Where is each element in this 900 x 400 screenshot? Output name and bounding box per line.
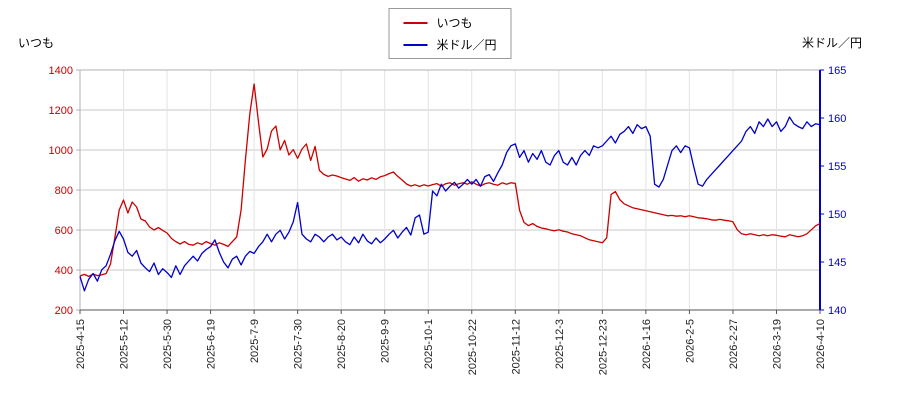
x-tick-label: 2025-5-12 bbox=[119, 319, 131, 369]
x-tick-label: 2025-4-15 bbox=[75, 319, 87, 369]
x-tick-label: 2025-10-1 bbox=[423, 319, 435, 369]
legend-line-blue-icon bbox=[403, 43, 428, 46]
legend-item-itsumo: いつも bbox=[403, 14, 496, 31]
x-tick-label: 2025-9-9 bbox=[380, 319, 392, 363]
legend-label-itsumo: いつも bbox=[436, 16, 473, 30]
right-tick-label: 155 bbox=[828, 161, 846, 173]
x-tick-label: 2025-7-30 bbox=[293, 319, 305, 369]
x-tick-label: 2026-4-10 bbox=[815, 319, 827, 369]
x-tick-label: 2025-11-12 bbox=[510, 319, 522, 374]
x-tick-label: 2026-2-27 bbox=[728, 319, 740, 369]
series-line-itsumo bbox=[79, 83, 821, 278]
right-tick-label: 165 bbox=[828, 65, 846, 77]
left-tick-label: 800 bbox=[55, 185, 73, 197]
x-tick-label: 2026-1-16 bbox=[641, 319, 653, 369]
series-line-usdjpy bbox=[79, 116, 821, 292]
legend-item-usdjpy: 米ドル／円 bbox=[403, 36, 497, 53]
x-tick-label: 2025-12-23 bbox=[597, 319, 609, 375]
legend-line-red-icon bbox=[403, 21, 428, 24]
left-tick-label: 600 bbox=[55, 225, 73, 237]
right-tick-label: 160 bbox=[828, 113, 846, 125]
right-tick-label: 140 bbox=[828, 305, 846, 317]
right-tick-label: 145 bbox=[828, 257, 846, 269]
x-tick-label: 2025-6-19 bbox=[206, 319, 218, 369]
x-tick-label: 2025-12-3 bbox=[554, 319, 566, 369]
x-tick-label: 2026-2-5 bbox=[684, 319, 696, 363]
right-tick-label: 150 bbox=[828, 209, 846, 221]
x-tick-label: 2025-5-30 bbox=[162, 319, 174, 369]
left-tick-label: 1400 bbox=[49, 65, 73, 77]
left-tick-label: 1200 bbox=[49, 105, 73, 117]
x-tick-label: 2025-10-22 bbox=[467, 319, 479, 375]
left-axis-title: いつも bbox=[18, 36, 55, 50]
left-tick-label: 1000 bbox=[49, 145, 73, 157]
left-tick-label: 400 bbox=[55, 265, 73, 277]
left-tick-label: 200 bbox=[55, 305, 73, 317]
legend-label-usdjpy: 米ドル／円 bbox=[436, 38, 497, 52]
x-tick-label: 2025-8-20 bbox=[336, 319, 348, 369]
legend: いつも 米ドル／円 bbox=[388, 8, 512, 59]
x-tick-label: 2025-7-9 bbox=[249, 319, 261, 363]
right-axis-title: 米ドル／円 bbox=[801, 36, 862, 50]
x-tick-label: 2026-3-19 bbox=[771, 319, 783, 369]
